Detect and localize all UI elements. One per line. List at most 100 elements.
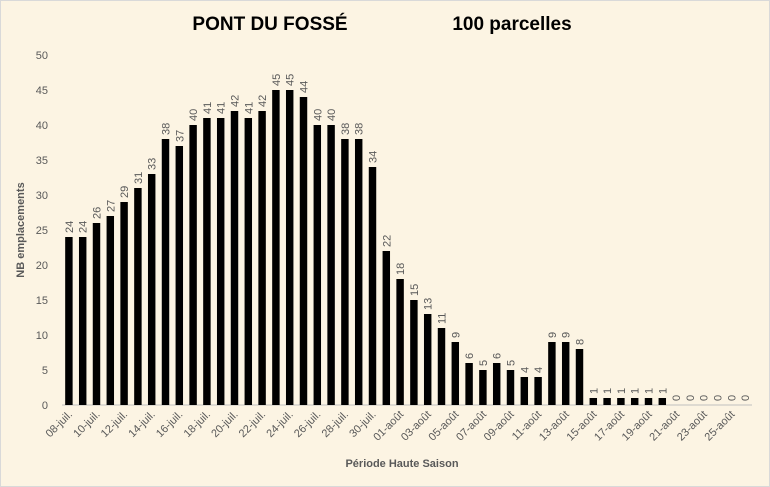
y-axis-label: NB emplacements xyxy=(15,182,27,277)
value-label: 41 xyxy=(216,102,228,114)
value-label: 4 xyxy=(519,367,531,373)
y-tick-label: 25 xyxy=(36,225,48,237)
bar xyxy=(492,363,501,405)
x-tick-label: 26-juil. xyxy=(292,409,323,440)
x-tick-label: 10-juil. xyxy=(71,409,102,440)
value-label: 0 xyxy=(699,395,711,401)
value-label: 27 xyxy=(105,200,117,212)
bar xyxy=(382,251,391,405)
bar xyxy=(189,125,197,405)
value-label: 13 xyxy=(423,298,435,310)
value-label: 38 xyxy=(340,123,352,135)
value-label: 0 xyxy=(740,395,752,401)
y-tick-label: 15 xyxy=(36,295,48,307)
value-label: 4 xyxy=(533,367,545,373)
x-tick-label: 08-juil. xyxy=(44,409,75,440)
value-label: 40 xyxy=(326,109,338,121)
value-label: 22 xyxy=(381,235,393,247)
y-tick-label: 40 xyxy=(36,120,48,132)
value-label: 1 xyxy=(602,388,614,394)
value-label: 37 xyxy=(174,130,186,142)
value-label: 26 xyxy=(92,207,104,219)
bar xyxy=(630,398,639,405)
x-tick-label: 25-août xyxy=(703,409,738,444)
bar xyxy=(161,139,170,405)
value-label: 1 xyxy=(644,388,656,394)
bar xyxy=(575,349,584,405)
bar xyxy=(589,398,598,405)
value-label: 40 xyxy=(188,109,200,121)
y-tick-label: 35 xyxy=(36,155,48,167)
bar xyxy=(658,398,667,405)
value-label: 6 xyxy=(492,353,504,359)
bar xyxy=(203,118,211,405)
x-tick-label: 20-juil. xyxy=(209,409,240,440)
bar xyxy=(299,97,308,405)
value-label: 41 xyxy=(202,102,214,114)
y-tick-label: 30 xyxy=(36,190,48,202)
value-label: 0 xyxy=(726,395,738,401)
bar xyxy=(341,139,349,405)
bar xyxy=(548,342,556,405)
value-label: 1 xyxy=(630,388,642,394)
bar xyxy=(313,125,322,405)
bar xyxy=(120,202,128,405)
value-label: 1 xyxy=(616,388,628,394)
bar xyxy=(368,167,377,405)
value-label: 0 xyxy=(713,395,725,401)
bar xyxy=(451,342,460,405)
value-label: 38 xyxy=(161,123,173,135)
x-axis-label: Période Haute Saison xyxy=(345,458,458,470)
value-label: 42 xyxy=(230,95,242,107)
bar xyxy=(354,139,363,405)
bar xyxy=(258,111,266,405)
value-label: 5 xyxy=(506,360,518,366)
value-label: 24 xyxy=(78,221,90,233)
x-tick-label: 18-juil. xyxy=(182,409,213,440)
value-label: 8 xyxy=(575,339,587,345)
x-tick-label: 14-juil. xyxy=(126,409,157,440)
value-label: 45 xyxy=(285,74,297,86)
value-label: 0 xyxy=(685,395,697,401)
bar xyxy=(244,118,253,405)
value-label: 44 xyxy=(299,81,311,93)
bar xyxy=(147,174,156,405)
value-label: 29 xyxy=(119,186,131,198)
bar xyxy=(327,125,335,405)
value-label: 15 xyxy=(409,284,421,296)
bar xyxy=(230,111,239,405)
bar xyxy=(106,216,115,405)
y-tick-label: 50 xyxy=(36,50,48,62)
y-tick-label: 10 xyxy=(36,330,48,342)
y-tick-label: 20 xyxy=(36,260,48,272)
bar xyxy=(92,223,101,405)
bar xyxy=(216,118,225,405)
bar xyxy=(534,377,542,405)
bar xyxy=(134,188,142,405)
x-tick-label: 28-juil. xyxy=(320,409,351,440)
value-label: 41 xyxy=(243,102,255,114)
value-label: 5 xyxy=(478,360,490,366)
x-tick-label: 22-juil. xyxy=(237,409,268,440)
bar xyxy=(465,363,473,405)
x-tick-label: 16-juil. xyxy=(154,409,185,440)
value-label: 1 xyxy=(657,388,669,394)
value-label: 18 xyxy=(395,263,407,275)
value-label: 9 xyxy=(450,332,462,338)
value-label: 34 xyxy=(368,151,380,163)
value-label: 9 xyxy=(547,332,559,338)
x-tick-label: 09-août xyxy=(482,409,517,444)
chart-title: PONT DU FOSSÉ xyxy=(192,13,347,35)
value-label: 11 xyxy=(437,313,449,324)
bar xyxy=(175,146,184,405)
chart-subtitle: 100 parcelles xyxy=(452,14,571,35)
bar xyxy=(423,314,432,405)
x-tick-label: 12-juil. xyxy=(99,409,130,440)
value-label: 45 xyxy=(271,74,283,86)
bar xyxy=(437,328,446,405)
value-label: 6 xyxy=(464,353,476,359)
value-label: 33 xyxy=(147,158,159,170)
value-label: 40 xyxy=(312,109,324,121)
value-label: 31 xyxy=(133,172,145,184)
